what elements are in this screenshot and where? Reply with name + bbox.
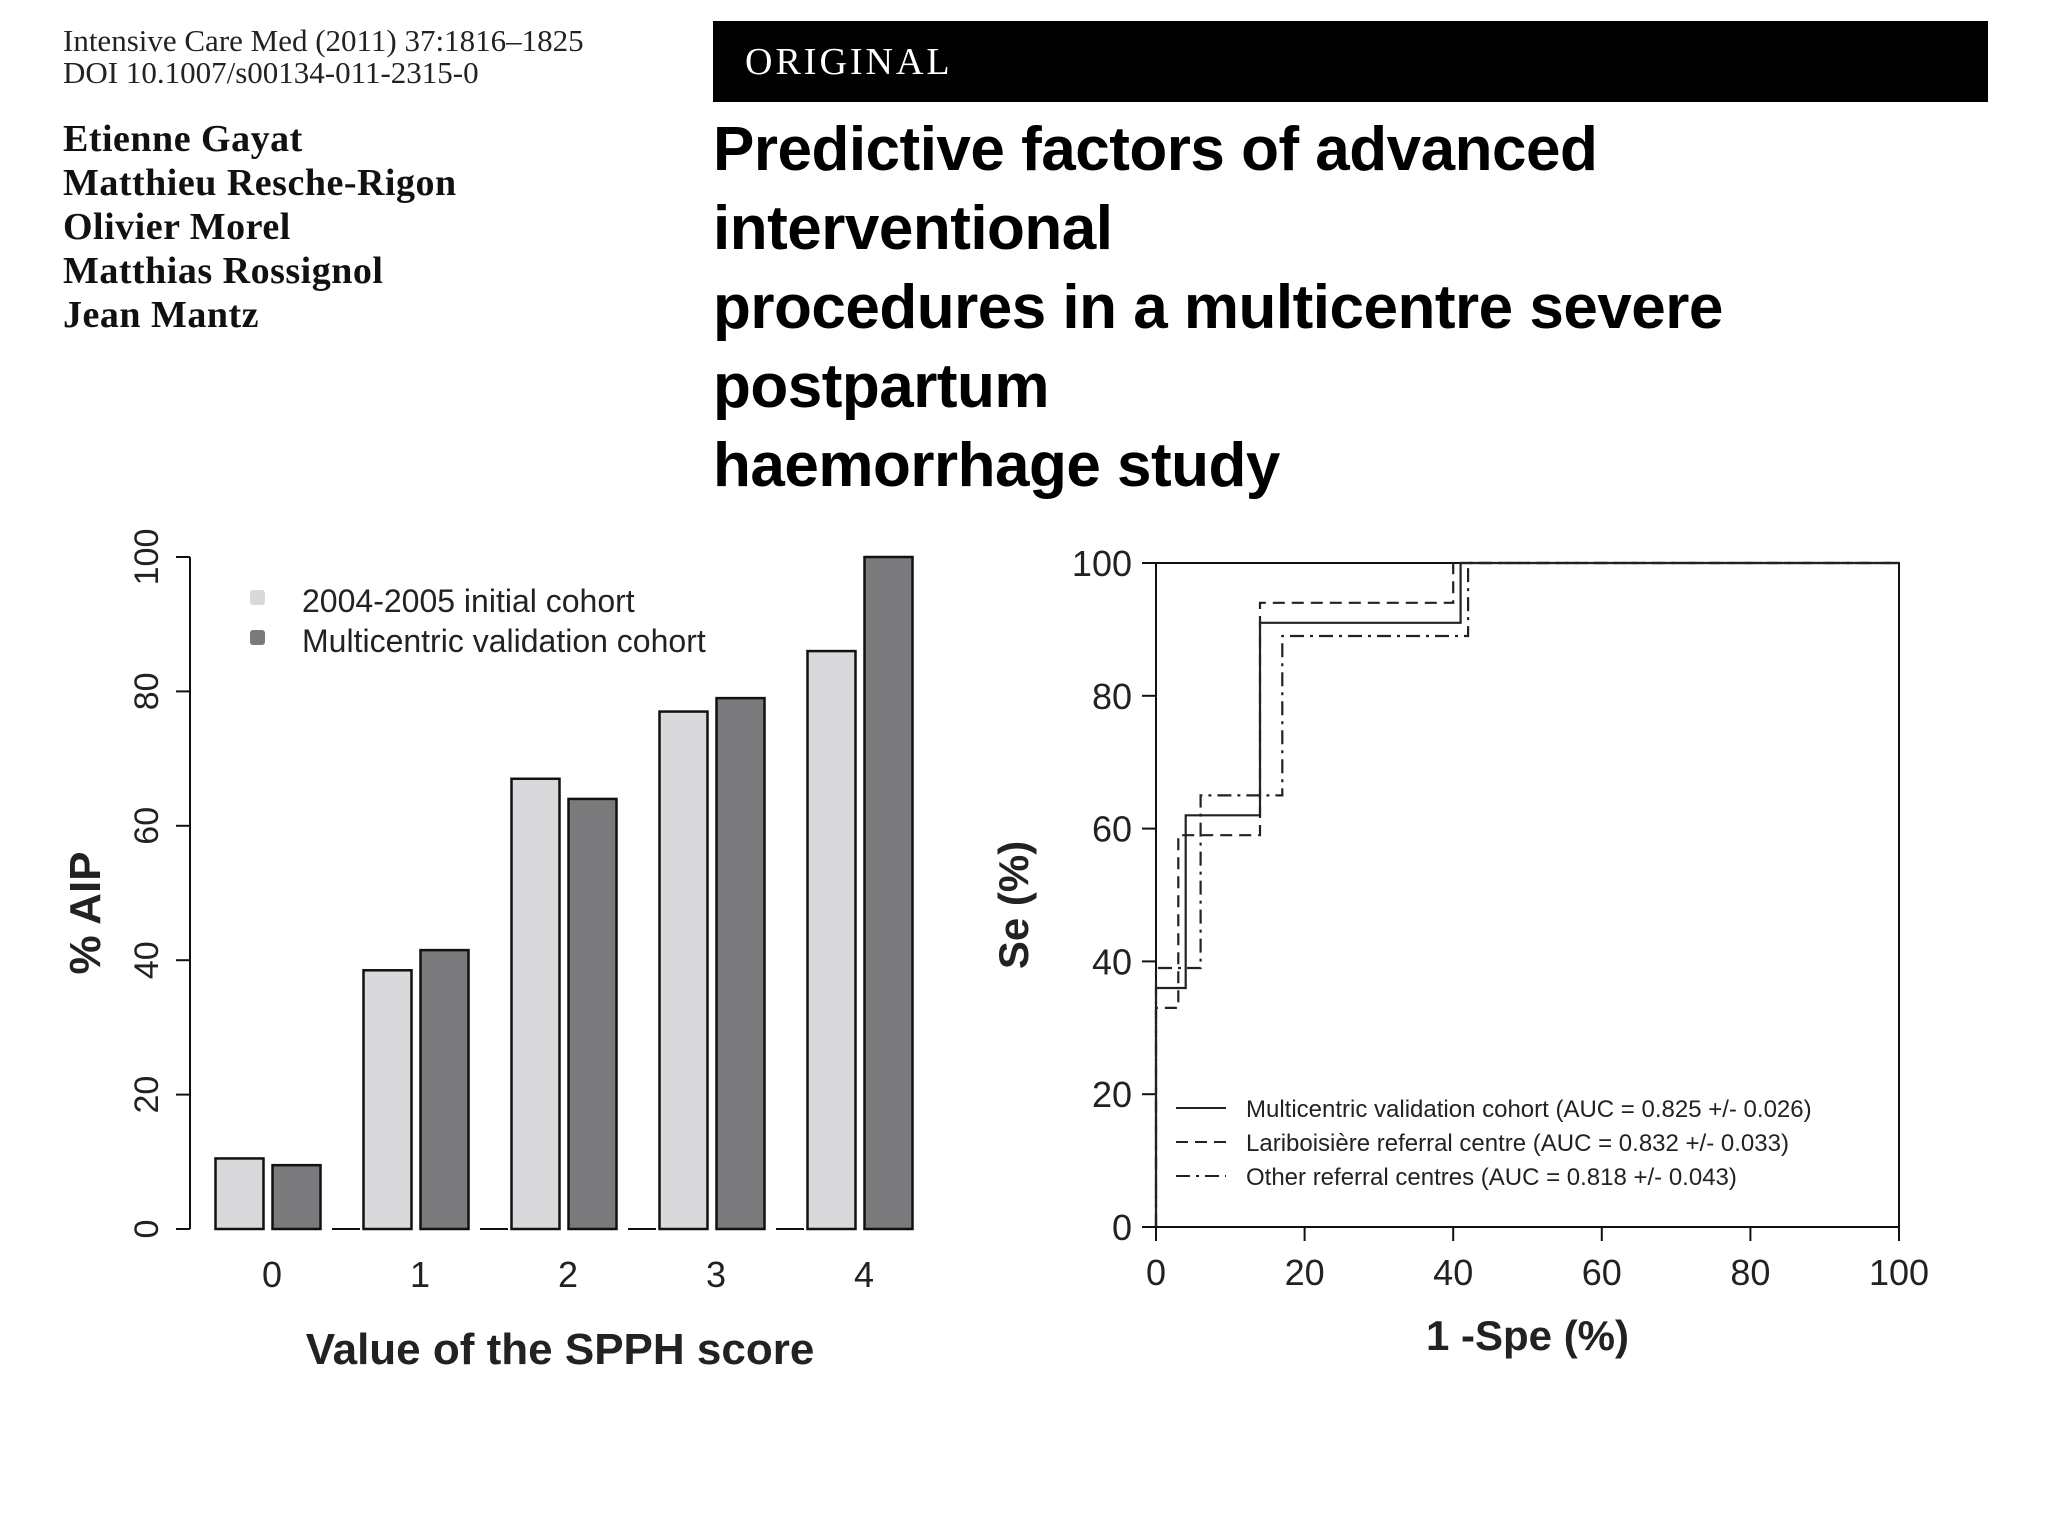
x-tick-label: 0: [262, 1254, 282, 1295]
y-tick-label: 60: [1092, 809, 1132, 850]
x-tick-label: 100: [1869, 1252, 1929, 1293]
author: Olivier Morel: [63, 206, 291, 248]
roc-curve-chart: 0 20 40 60 80 100 0 20 40 60 80 100 Se (%) 1 -Spe (%)…: [990, 543, 1929, 1359]
bar: [715, 696, 766, 1231]
legend-entry: Other referral centres (AUC = 0.818 +/- …: [1246, 1164, 1737, 1191]
legend-entry: Multicentric validation cohort (AUC = 0.…: [1246, 1096, 1812, 1123]
legend-entry: Multicentric validation cohort: [302, 623, 706, 659]
y-tick-label: 40: [128, 941, 166, 979]
author: Etienne Gayat: [63, 118, 303, 160]
x-tick-label: 2: [558, 1254, 578, 1295]
x-tick-label: 60: [1582, 1252, 1622, 1293]
x-axis-label: Value of the SPPH score: [306, 1325, 815, 1374]
bar: [658, 710, 709, 1231]
x-tick-label: 3: [706, 1254, 726, 1295]
title-line: Predictive factors of advanced intervent…: [713, 115, 1598, 263]
section-label: ORIGINAL: [745, 41, 953, 83]
author: Matthieu Resche-Rigon: [63, 162, 457, 204]
title-line: procedures in a multicentre severe postp…: [713, 273, 1723, 421]
x-tick-label: 0: [1146, 1252, 1166, 1293]
bar: [567, 797, 618, 1231]
x-tick-label: 20: [1285, 1252, 1325, 1293]
y-tick-label: 60: [128, 807, 166, 845]
bar: [419, 948, 470, 1231]
x-axis-label: 1 -Spe (%): [1426, 1312, 1629, 1359]
y-tick-label: 0: [1112, 1207, 1132, 1248]
y-tick-label: 100: [128, 529, 166, 586]
y-tick-label: 0: [128, 1220, 166, 1239]
y-tick-label: 100: [1072, 543, 1132, 584]
title-line: haemorrhage study: [713, 431, 1280, 500]
roc-curve: [1154, 561, 1899, 1227]
legend-swatch: [250, 590, 265, 605]
bar: [863, 555, 914, 1231]
y-tick-label: 40: [1092, 941, 1132, 982]
plot-frame: [1155, 562, 1900, 1228]
y-axis-label: Se (%): [990, 841, 1037, 969]
section-bar: ORIGINAL: [713, 21, 1988, 102]
y-tick-label: 20: [128, 1076, 166, 1114]
y-tick-label: 80: [1092, 676, 1132, 717]
bar: [362, 969, 413, 1231]
legend-entry: Lariboisière referral centre (AUC = 0.83…: [1246, 1130, 1789, 1157]
x-tick-label: 40: [1433, 1252, 1473, 1293]
bar: [271, 1163, 322, 1231]
author-list: Etienne Gayat Matthieu Resche-Rigon Oliv…: [63, 117, 457, 337]
x-tick-label: 4: [854, 1254, 874, 1295]
bar: [214, 1157, 265, 1231]
y-tick-label: 80: [128, 672, 166, 710]
legend-entry: 2004-2005 initial cohort: [302, 583, 635, 619]
x-tick-label: 80: [1730, 1252, 1770, 1293]
y-tick-label: 20: [1092, 1074, 1132, 1115]
paper-title: Predictive factors of advanced intervent…: [713, 110, 2013, 505]
author: Matthias Rossignol: [63, 250, 384, 292]
bar: [510, 777, 561, 1231]
aip-bar-chart: 0 20 40 60 80 100 % AIP 0 1 2 3 4 Value of the SPPH …: [61, 529, 914, 1374]
doi: DOI 10.1007/s00134-011-2315-0: [63, 55, 479, 90]
journal-citation: Intensive Care Med (2011) 37:1816–1825: [63, 23, 584, 58]
author: Jean Mantz: [63, 294, 260, 336]
y-axis-label: % AIP: [61, 851, 110, 974]
roc-curve: [1154, 561, 1899, 1227]
bar: [806, 649, 857, 1231]
x-tick-label: 1: [410, 1254, 430, 1295]
legend-swatch: [250, 630, 265, 645]
roc-curve: [1154, 561, 1899, 1227]
